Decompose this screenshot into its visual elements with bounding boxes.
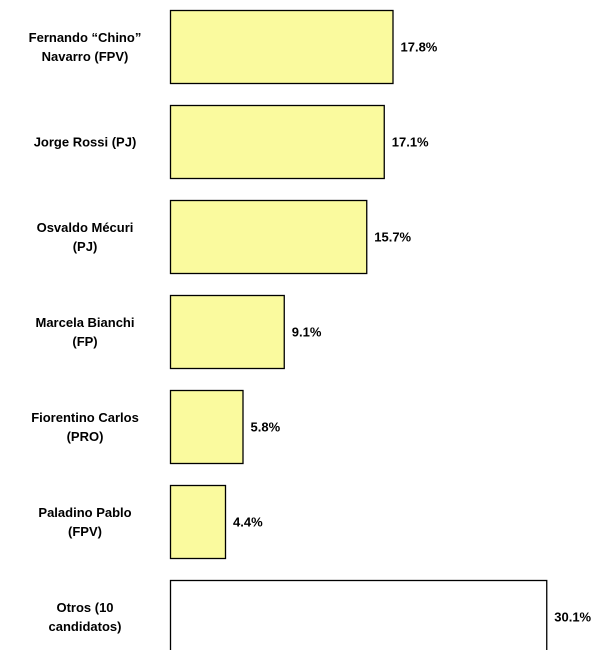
bar: [169, 104, 385, 180]
category-label: Osvaldo Mécuri (PJ): [36, 219, 134, 254]
bar: [169, 484, 227, 560]
category-label: Otros (10 candidatos): [48, 599, 122, 634]
value-label: 5.8%: [250, 419, 281, 434]
category-label: Fernando “Chino” Navarro (FPV): [28, 29, 142, 64]
category-label: Marcela Bianchi (FP): [35, 314, 135, 349]
value-label: 17.1%: [391, 134, 429, 149]
bar: [169, 9, 394, 85]
category-label: Fiorentino Carlos (PRO): [31, 409, 139, 444]
category-label: Jorge Rossi (PJ): [33, 134, 137, 149]
bar: [169, 199, 368, 275]
value-label: 4.4%: [233, 514, 263, 529]
bar: [169, 294, 285, 370]
value-label: 15.7%: [374, 229, 412, 244]
bar: [169, 579, 548, 650]
value-label: 9.1%: [291, 324, 322, 339]
value-label: 17.8%: [400, 39, 438, 54]
value-label: 30.1%: [554, 609, 592, 624]
category-label: Paladino Pablo (FPV): [38, 504, 132, 539]
bar: [169, 389, 244, 465]
